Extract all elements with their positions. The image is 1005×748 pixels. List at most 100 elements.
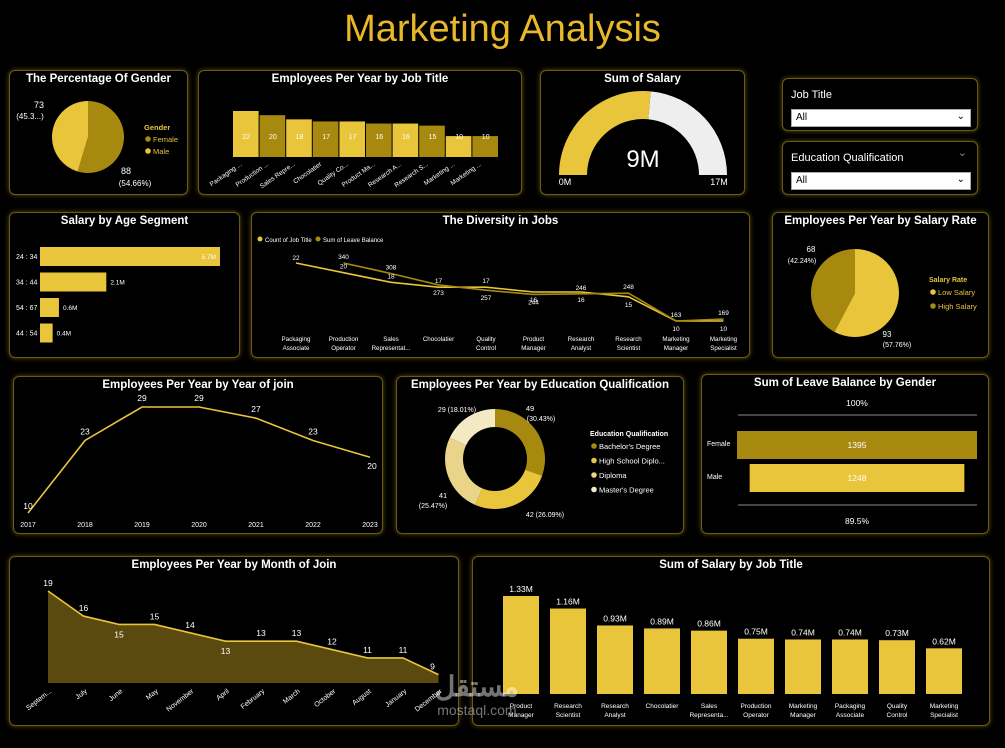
salary-job-panel[interactable]: Sum of Salary by Job Title 1.33M Product M… (472, 556, 990, 726)
job-title-chart-title: Employees Per Year by Job Title (271, 73, 449, 85)
diversity-line-chart[interactable]: Count of Job Title Sum of Leave Balance 22… (252, 213, 750, 358)
data-label: 15 (150, 611, 160, 621)
job-title-dropdown[interactable]: All ⌄ (791, 109, 971, 127)
bar (366, 123, 392, 157)
x-tick-label: March (282, 688, 302, 706)
legend-label: Sum of Leave Balance (323, 238, 384, 244)
data-label: 27 (251, 404, 261, 414)
gender-pie-chart[interactable]: 88 (54.66%) 73 (45.3...) Gender Female Male (10, 71, 188, 195)
education-panel[interactable]: Employees Per Year by Education Qualific… (396, 376, 684, 534)
x-tick-label: Representat... (372, 345, 411, 352)
pie-data-label: 42 (26.09%) (526, 512, 564, 519)
education-dropdown[interactable]: All ⌄ (791, 172, 971, 190)
x-tick-label: 2020 (191, 522, 207, 529)
job-title-panel[interactable]: Employees Per Year by Job Title 22 Packag… (198, 70, 522, 195)
x-tick-label: Manager (521, 345, 545, 352)
salary-job-bar-chart[interactable]: 1.33M Product Manager 1.16M Research Scientis… (473, 557, 990, 726)
education-slicer[interactable]: Education Qualification ⌄ All ⌄ (782, 141, 978, 195)
pie-data-label: 49 (526, 404, 534, 413)
x-tick-label: April (215, 688, 231, 702)
pie-data-label: (57.76%) (883, 342, 911, 349)
year-join-panel[interactable]: Employees Per Year by Year of join 10 23 2… (13, 376, 383, 534)
education-donut-chart[interactable]: 49 (30.43%) 42 (26.09%) 41 (25.47%) 29 (18.01… (397, 377, 684, 534)
series-line (27, 406, 371, 514)
funnel-bar (749, 464, 965, 492)
leave-gender-title: Sum of Leave Balance by Gender (753, 377, 937, 389)
data-label: 16 (577, 297, 585, 304)
education-slicer-label: Education Qualification (791, 152, 904, 164)
legend-marker (930, 289, 936, 295)
bar-data-label: 20 (269, 134, 277, 141)
education-title: Employees Per Year by Education Qualific… (411, 379, 669, 391)
x-tick-label: October (313, 688, 337, 709)
age-segment-bar-chart[interactable]: 24 : 34 5.7M 34 : 44 2.1M 54 : 67 0.6M 44 : 54… (10, 213, 240, 358)
data-label: 17 (435, 278, 443, 285)
month-join-panel[interactable]: Employees Per Year by Month of Join 19 16… (9, 556, 459, 726)
data-label: 13 (256, 628, 266, 638)
x-tick-label: July (75, 688, 90, 701)
chevron-down-icon[interactable]: ⌄ (956, 174, 965, 185)
leave-gender-funnel[interactable]: 100% 1395 Female 1248 Male 89.5% (702, 375, 989, 534)
x-tick-label: Production (740, 703, 771, 710)
bar-data-label: 0.73M (885, 628, 909, 638)
salary-rate-panel[interactable]: Employees Per Year by Salary Rate 93 (57.… (772, 212, 989, 358)
job-title-slicer[interactable]: Job Title All ⌄ (782, 78, 978, 131)
diversity-title: The Diversity in Jobs (442, 215, 559, 227)
donut-slice (475, 469, 543, 509)
legend-label: High Salary (938, 302, 977, 311)
bar-data-label: 17 (322, 134, 330, 141)
x-tick-label: June (108, 688, 124, 703)
bar-data-label: 2.1M (110, 280, 124, 287)
leave-gender-panel[interactable]: Sum of Leave Balance by Gender 100% 1395 F… (701, 374, 989, 534)
bar-data-label: 1248 (848, 473, 867, 483)
gender-pie-panel[interactable]: The Percentage Of Gender 88 (54.66%) 73 (45… (9, 70, 188, 195)
legend-title: Salary Rate (929, 277, 967, 284)
data-label: 257 (481, 295, 492, 302)
y-tick-label: Female (707, 441, 730, 448)
legend-marker (591, 443, 597, 449)
donut-slice (495, 409, 545, 476)
x-tick-label: Control (476, 345, 496, 352)
bar (259, 115, 286, 157)
data-label: 11 (399, 645, 408, 655)
gauge-min-label: 0M (559, 177, 572, 187)
x-tick-label: Quality (887, 703, 908, 710)
x-tick-label: Septem... (25, 688, 53, 712)
education-dropdown-value: All (796, 175, 808, 186)
chevron-down-icon[interactable]: ⌄ (956, 111, 965, 122)
bar (233, 111, 259, 157)
donut-slice (449, 409, 495, 446)
pie-data-label: 88 (121, 166, 131, 176)
salary-rate-pie-chart[interactable]: 93 (57.76%) 68 (42.24%) Salary Rate Low Salar… (773, 213, 989, 358)
bar-data-label: 17 (349, 134, 357, 141)
x-tick-label: Research (615, 336, 642, 343)
legend-label: Male (153, 147, 169, 156)
data-label: 10 (672, 326, 680, 333)
data-label: 23 (80, 426, 90, 436)
x-tick-label: 2017 (20, 522, 36, 529)
x-tick-label: Control (887, 712, 909, 719)
chevron-down-icon[interactable]: ⌄ (957, 146, 967, 159)
gauge-track (648, 91, 727, 175)
data-label: 244 (528, 299, 539, 306)
job-title-slicer-label: Job Title (791, 89, 832, 101)
month-join-area-chart[interactable]: 19 16 15 15 14 13 13 13 12 11 11 9 Septem... July June… (10, 557, 459, 726)
diversity-panel[interactable]: The Diversity in Jobs Count of Job Title… (251, 212, 750, 358)
bar (419, 125, 445, 157)
salary-gauge-panel[interactable]: Sum of Salary 9M 0M 17M (540, 70, 745, 195)
bar (40, 323, 53, 343)
bar (40, 272, 107, 292)
data-label: 10 (23, 501, 33, 511)
x-tick-label: Marketing (930, 703, 959, 710)
x-tick-label: Marketing (710, 336, 738, 343)
area-fill (48, 591, 439, 683)
bar (445, 136, 472, 157)
bar-data-label: 16 (375, 134, 383, 141)
year-join-line-chart[interactable]: 10 23 29 29 27 23 20 2017 2018 2019 2020 2021 2022 20… (14, 377, 383, 534)
bar (644, 628, 680, 694)
x-tick-label: Analyst (571, 345, 592, 352)
bar-data-label: 1.33M (509, 584, 533, 594)
age-segment-panel[interactable]: Salary by Age Segment 24 : 34 5.7M 34 : 44… (9, 212, 240, 358)
watermark-latin: mostaql.com (437, 702, 517, 718)
